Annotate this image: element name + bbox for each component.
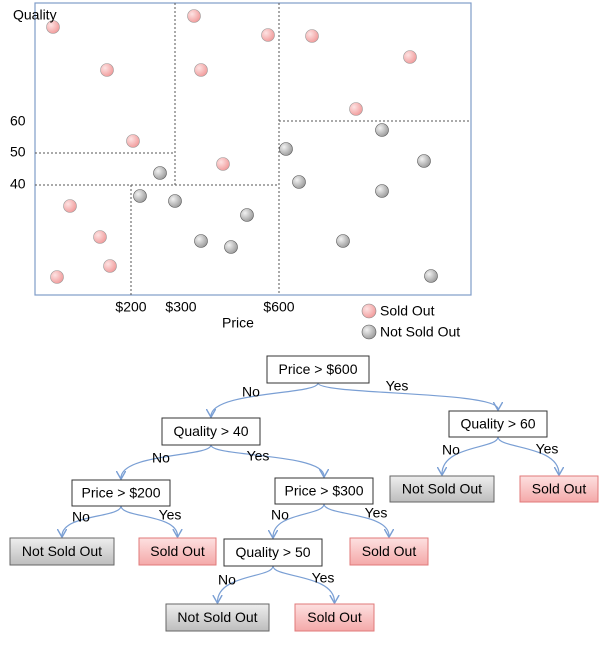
legend-label: Sold Out: [380, 303, 435, 319]
sold-point: [100, 63, 114, 77]
edge: [442, 436, 499, 474]
legend-label: Not Sold Out: [380, 324, 460, 340]
edge: [317, 382, 498, 409]
node-label: Price > $300: [285, 483, 364, 499]
leaf-node: [389, 475, 495, 503]
unsold-point: [292, 175, 306, 189]
node-label: Quality > 40: [173, 423, 248, 439]
y-tick-label: 50: [10, 144, 26, 160]
edge-label: No: [152, 450, 170, 466]
sold-point: [93, 230, 107, 244]
edge: [210, 444, 324, 476]
leaf-node: [349, 537, 429, 566]
edge-label: Yes: [386, 378, 409, 394]
edge-label: No: [242, 384, 260, 400]
unsold-point: [240, 208, 254, 222]
decision-node: [448, 410, 548, 438]
node-label: Sold Out: [150, 543, 205, 559]
edge-label: No: [271, 507, 289, 523]
node-label: Quality > 50: [235, 544, 310, 560]
legend-marker: [361, 303, 377, 319]
edge-label: No: [442, 442, 460, 458]
sold-point: [349, 102, 363, 116]
edge-label: Yes: [159, 507, 182, 523]
legend-marker: [361, 324, 377, 340]
edge: [120, 505, 178, 536]
sold-point: [187, 9, 201, 23]
x-tick-label: $300: [165, 299, 196, 315]
points: [46, 9, 438, 284]
edge: [218, 565, 274, 602]
edge: [62, 505, 122, 536]
sold-point: [126, 134, 140, 148]
node-label: Sold Out: [532, 481, 587, 497]
decision-node: [266, 355, 370, 384]
edge-label: No: [72, 509, 90, 525]
sold-point: [403, 50, 417, 64]
plot-frame: [34, 2, 472, 296]
sold-point: [46, 20, 60, 34]
leaf-node: [9, 537, 115, 566]
y-tick-label: 40: [10, 176, 26, 192]
unsold-point: [194, 234, 208, 248]
unsold-point: [375, 123, 389, 137]
unsold-point: [133, 189, 147, 203]
node-label: Price > $200: [82, 485, 161, 501]
leaf-node: [519, 475, 599, 503]
y-axis-title: Quality: [13, 7, 57, 23]
decision-node: [274, 477, 374, 505]
edge-label: Yes: [365, 505, 388, 521]
x-tick-label: $600: [263, 299, 294, 315]
edge: [272, 565, 335, 602]
node-label: Not Sold Out: [22, 543, 102, 559]
unsold-point: [375, 184, 389, 198]
sold-point: [216, 157, 230, 171]
decision-node: [223, 538, 323, 567]
decision-node: [161, 417, 261, 446]
sold-point: [305, 29, 319, 43]
unsold-point: [417, 154, 431, 168]
unsold-point: [224, 240, 238, 254]
node-label: Sold Out: [362, 543, 417, 559]
x-tick-label: $200: [115, 299, 146, 315]
sold-point: [63, 199, 77, 213]
unsold-point: [424, 269, 438, 283]
node-label: Sold Out: [307, 609, 362, 625]
sold-point: [261, 28, 275, 42]
sold-point: [103, 259, 117, 273]
node-label: Not Sold Out: [177, 609, 257, 625]
edge-label: Yes: [312, 570, 335, 586]
edge: [211, 382, 319, 416]
x-axis-title: Price: [222, 315, 254, 331]
sold-point: [194, 63, 208, 77]
decision-tree: No Yes No Yes No Yes No Yes No Yes No Yes Price > $6…: [9, 355, 599, 632]
edge: [121, 444, 212, 478]
edge-label: Yes: [247, 448, 270, 464]
sold-point: [50, 270, 64, 284]
edge: [273, 503, 325, 537]
y-tick-label: 60: [10, 113, 26, 129]
edge-label: No: [218, 572, 236, 588]
unsold-point: [153, 166, 167, 180]
unsold-point: [336, 234, 350, 248]
edge: [497, 436, 559, 474]
node-label: Price > $600: [279, 361, 358, 377]
leaf-node: [138, 537, 217, 566]
leaf-node: [294, 603, 375, 632]
unsold-point: [279, 142, 293, 156]
edge: [323, 503, 389, 536]
edge-label: Yes: [536, 441, 559, 457]
node-label: Quality > 60: [460, 416, 535, 432]
node-label: Not Sold Out: [402, 481, 482, 497]
leaf-node: [165, 603, 270, 632]
decision-node: [71, 479, 171, 507]
unsold-point: [168, 194, 182, 208]
